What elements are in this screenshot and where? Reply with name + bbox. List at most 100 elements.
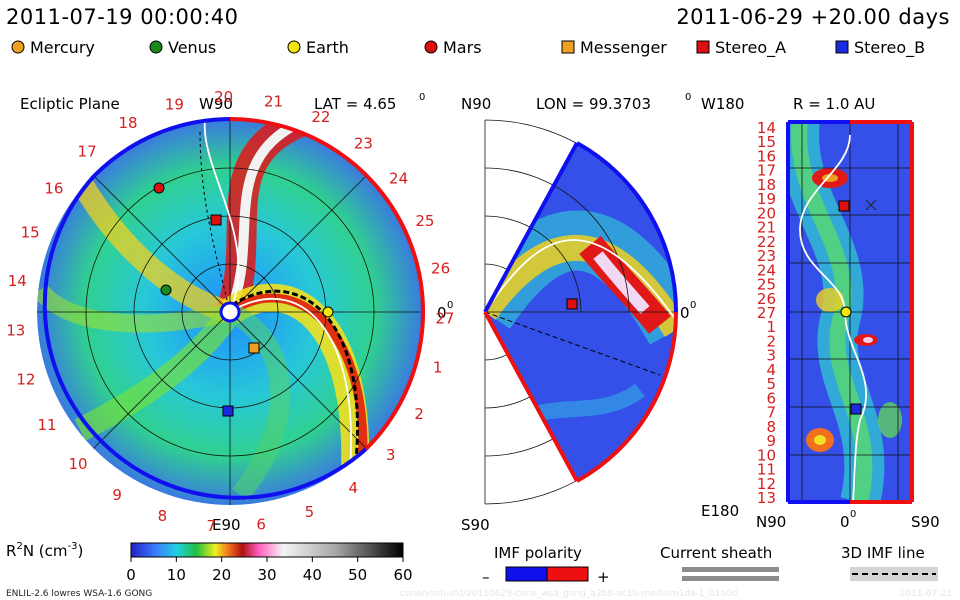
ecliptic-day-label: 10	[68, 455, 87, 473]
radial-day-label: 6	[766, 389, 776, 407]
radial-panel: W180 R = 1.0 AU E180 N90 0 0 S90	[701, 95, 940, 531]
lon-label: LON = 99.3703	[536, 95, 651, 113]
radial-earth-icon	[840, 306, 852, 318]
radial-x-right: S90	[911, 513, 940, 531]
ecliptic-day-label: 7	[207, 517, 217, 535]
radial-day-label: 17	[757, 162, 776, 180]
radial-day-label: 15	[757, 133, 776, 151]
meridional-right-degree: 0	[690, 300, 696, 311]
radial-day-label: 2	[766, 333, 776, 351]
ecliptic-top-label: W90	[199, 95, 233, 113]
radial-bottom-left-label: E180	[701, 502, 739, 520]
colorbar-tick-label: 50	[348, 566, 367, 584]
radial-day-label: 19	[757, 190, 776, 208]
sheath-line-1	[682, 567, 779, 572]
radial-day-label: 12	[757, 475, 776, 493]
ecliptic-day-label: 8	[158, 507, 168, 525]
ecliptic-right-label: 0	[437, 304, 447, 322]
ecliptic-plane-panel: Ecliptic Plane W90 LAT = 4.65 0 E90 0 0	[6, 88, 454, 535]
meridional-right-label: 0	[680, 304, 690, 322]
ecliptic-day-label: 26	[431, 260, 450, 278]
radial-stereo-b-icon	[850, 403, 862, 415]
ecliptic-day-label: 17	[78, 142, 97, 160]
ecliptic-title: Ecliptic Plane	[20, 95, 120, 113]
imf-minus-label: –	[482, 568, 490, 586]
current-sheath-title: Current sheath	[660, 544, 772, 562]
ecliptic-day-label: 12	[16, 371, 35, 389]
radial-day-label: 10	[757, 446, 776, 464]
cross-marker-icon	[865, 199, 877, 211]
radial-day-label: 11	[757, 461, 776, 479]
legend-stereo-a-label: Stereo_A	[715, 38, 786, 58]
meridional-top-label: N90	[461, 95, 491, 113]
meridional-bottom-label: S90	[461, 516, 490, 534]
radial-day-label: 21	[757, 219, 776, 237]
radial-day-label: 7	[766, 404, 776, 422]
radial-day-label: 13	[757, 489, 776, 507]
sun-icon	[219, 301, 241, 323]
radial-day-label: 14	[757, 119, 776, 137]
ecliptic-day-label: 24	[389, 170, 408, 188]
footer-date: 2011-07-21	[900, 589, 952, 599]
colorbar-tick-label: 60	[393, 566, 412, 584]
legend-stereo-b-label: Stereo_B	[854, 38, 925, 58]
meridional-plane-panel: N90 LON = 99.3703 0 S90 0 0	[461, 92, 696, 534]
r-label: R = 1.0 AU	[793, 95, 875, 113]
imf-3d-legend: 3D IMF line	[841, 544, 938, 581]
ecliptic-day-label: 5	[305, 503, 315, 521]
ecliptic-day-label: 1	[433, 359, 443, 377]
radial-x-mid: 0	[840, 513, 850, 531]
lon-degree: 0	[685, 92, 691, 103]
radial-day-label: 22	[757, 233, 776, 251]
ecliptic-day-label: 18	[118, 114, 137, 132]
messenger-icon	[248, 342, 260, 354]
legend-mars-label: Mars	[443, 38, 482, 57]
radial-day-label: 25	[757, 276, 776, 294]
ecliptic-day-label: 11	[37, 416, 56, 434]
imf-positive-swatch	[546, 566, 589, 582]
meridional-stereo-a-icon	[566, 298, 578, 310]
ecliptic-day-label: 21	[264, 92, 283, 110]
colorbar-tick-label: 10	[167, 566, 186, 584]
imf-polarity-title: IMF polarity	[494, 544, 582, 562]
radial-day-label: 26	[757, 290, 776, 308]
radial-day-labels: 1415161718192021222324252627123456789101…	[757, 119, 776, 507]
colorbar-tick-label: 30	[257, 566, 276, 584]
radial-top-left-label: W180	[701, 95, 744, 113]
radial-day-label: 23	[757, 247, 776, 265]
radial-day-label: 16	[757, 148, 776, 166]
legend-venus-label: Venus	[168, 38, 216, 57]
ecliptic-day-label: 16	[44, 180, 63, 198]
radial-day-label: 4	[766, 361, 776, 379]
radial-day-label: 1	[766, 318, 776, 336]
ecliptic-day-label: 15	[21, 224, 40, 242]
radial-stereo-a-icon	[838, 200, 850, 212]
ecliptic-day-labels: 19 20 212223242526271234567891011121314151…	[6, 88, 454, 535]
meridional-density-map	[485, 143, 677, 481]
radial-day-label: 8	[766, 418, 776, 436]
imf-3d-title: 3D IMF line	[841, 544, 925, 562]
ecliptic-day-label: 19	[165, 95, 184, 113]
radial-day-label: 24	[757, 261, 776, 279]
timestamp: 2011-07-19 00:00:40	[6, 5, 239, 29]
ecliptic-day-label: 25	[415, 212, 434, 230]
legend-venus-icon	[149, 40, 163, 54]
ecliptic-day-label: 14	[8, 272, 27, 290]
lat-label: LAT = 4.65	[314, 95, 396, 113]
sheath-line-2	[682, 576, 779, 581]
legend-mars-icon	[424, 40, 438, 54]
legend-stereo-b-icon	[835, 40, 849, 54]
colorbar-quantity: R2N (cm-3)	[6, 541, 83, 560]
ecliptic-day-label: 4	[349, 479, 359, 497]
ecliptic-day-label: 27	[435, 309, 454, 327]
colorbar: R2N (cm-3) 0 10 20 30 40 50 60	[6, 541, 413, 584]
footer-file: cone/vsoh-eld/20110629-cone_wsa_gong_a2b…	[400, 589, 737, 599]
colorbar-gradient	[130, 542, 404, 558]
legend-messenger-label: Messenger	[580, 38, 667, 57]
radial-x-left: N90	[756, 513, 786, 531]
colorbar-ticks: 0 10 20 30 40 50 60	[126, 557, 413, 584]
ecliptic-day-label: 9	[112, 486, 122, 504]
ecliptic-day-label: 22	[311, 108, 330, 126]
forecast-label: 2011-06-29 +20.00 days	[676, 5, 950, 29]
